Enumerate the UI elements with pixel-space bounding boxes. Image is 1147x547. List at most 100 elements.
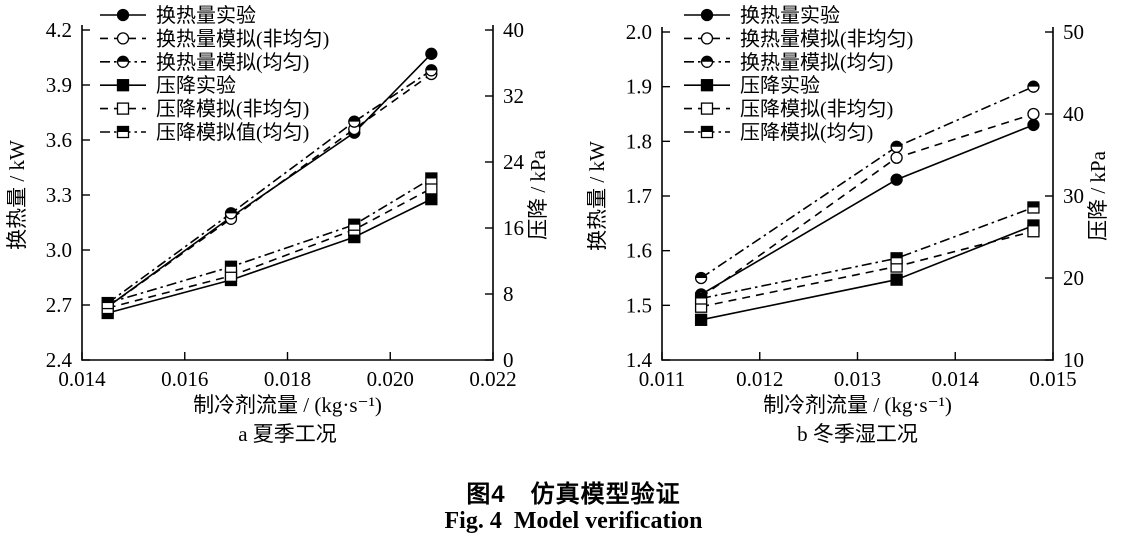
y-tick-label-right: 24 [503,150,525,174]
legend-label: 换热量实验 [156,4,256,27]
series-markers-heat-experiment [101,47,438,313]
legend-marker-circle-half-half-fill [701,56,713,62]
dp-sim-uniform-marker-half-fill [891,252,903,259]
y-axis-title-left: 换热量 / kW [5,140,29,250]
y-axis-title-right: 压降 / kPa [526,149,550,240]
legend-label: 换热量模拟(均匀) [156,51,309,74]
legend-label: 压降实验 [740,74,820,97]
legend-marker-square-half-half-fill [117,126,129,132]
y-tick-label-left: 2.4 [46,348,73,372]
legend-label: 压降模拟(非均匀) [740,98,893,121]
legend-label: 换热量模拟(非均匀) [740,27,913,50]
dp-sim-uniform-marker-half-fill [225,261,237,267]
chart-winter-wet-condition: 0.011 0.012 0.013 0.014 0.015 1.4 1.5 1.6 1.7 1.8… [585,0,1147,465]
y-tick-label-left: 1.5 [626,293,652,317]
y-tick-label-right: 40 [503,18,524,42]
x-tick-label: 0.022 [469,367,516,391]
legend-marker-square-half-half-fill [701,126,713,132]
x-tick-label: 0.014 [58,367,106,391]
y-tick-label-left: 1.6 [626,239,652,263]
legend-item-dp-sim-nonuniform: 压降模拟(非均匀) [684,98,893,121]
dp-sim-uniform-marker-half-fill [102,297,114,304]
x-tick-label: 0.014 [932,367,980,391]
heat-experiment-marker [1027,118,1040,132]
series-line-dp-sim-uniform [700,206,1034,300]
legend-label: 换热量实验 [740,4,840,27]
figure-caption-en: Fig. 4 Model verification [444,508,703,534]
series-line-heat-sim-nonuniform [107,73,432,308]
chart-svg-a: 0.014 0.016 0.018 0.020 0.022 2.4 2.7 3.0 3.3 3.6… [5,4,550,446]
x-tick-label: 0.013 [834,367,881,391]
y-tick-label-left: 1.7 [626,184,652,208]
series-markers-dp-sim-nonuniform [694,225,1040,313]
x-tick-label: 0.011 [639,367,685,391]
heat-sim-uniform-marker-half-fill [348,116,360,122]
legend-marker-circle-filled [700,8,714,22]
y-tick-label-left: 3.9 [46,73,72,97]
x-axis-ticks: 0.014 0.016 0.018 0.020 0.022 [58,352,517,391]
dp-experiment-marker [694,313,708,326]
y-axis-left-ticks: 2.4 2.7 3.0 3.3 3.6 3.9 4.2 [46,18,90,372]
y-axis-title-left: 换热量 / kW [587,141,609,251]
x-tick-label: 0.015 [1029,367,1076,391]
heat-sim-nonuniform-marker [1027,107,1040,121]
y-axis-right-ticks: 10 20 30 40 50 [1045,20,1084,372]
legend-label: 压降模拟值(均匀) [156,121,309,144]
heat-experiment-marker [425,47,438,60]
legend-marker-circle-open [116,32,130,45]
series-line-heat-experiment [700,124,1034,296]
legend-label: 压降模拟(均匀) [740,121,873,144]
series-markers-dp-sim-uniform [101,172,438,310]
legend: 换热量实验换热量模拟(非均匀)换热量模拟(均匀)压降实验压降模拟(非均匀)压降模… [684,4,913,144]
chart-summer-condition: 0.014 0.016 0.018 0.020 0.022 2.4 2.7 3.0 3.3 3.6… [0,0,560,465]
series-markers-heat-sim-uniform [694,80,1040,285]
y-tick-label-right: 40 [1063,102,1084,126]
legend: 换热量实验换热量模拟(非均匀)换热量模拟(均匀)压降实验压降模拟(非均匀)压降模… [100,4,329,144]
y-tick-label-right: 8 [503,282,514,306]
y-tick-label-right: 20 [1063,266,1084,290]
legend-label: 换热量模拟(非均匀) [156,27,329,50]
legend-item-heat-experiment: 换热量实验 [684,4,840,27]
y-tick-label-left: 3.0 [46,238,72,262]
series-markers-dp-sim-nonuniform [101,182,438,315]
heat-sim-uniform-marker-half-fill [695,272,707,278]
legend-marker-square-filled [116,79,130,92]
heat-experiment-marker [890,173,903,186]
subplot-caption: a 夏季工况 [238,422,337,446]
legend-item-heat-experiment: 换热量实验 [100,4,256,27]
x-axis-ticks: 0.011 0.012 0.013 0.014 0.015 [639,352,1077,391]
legend-item-dp-sim-nonuniform: 压降模拟(非均匀) [100,98,309,121]
y-axis-title-right: 压降 / kPa [1086,150,1110,241]
dp-sim-uniform-marker-half-fill [348,219,360,225]
subplot-caption: b 冬季湿工况 [797,422,918,446]
y-tick-label-left: 2.7 [46,293,72,317]
legend-item-heat-sim-uniform: 换热量模拟(均匀) [684,51,893,74]
y-tick-label-right: 30 [1063,184,1084,208]
heat-sim-uniform-marker-half-fill [891,141,903,147]
x-axis-title: 制冷剂流量 / (kg·s⁻¹) [763,393,952,417]
heat-sim-uniform-marker-half-fill [225,207,237,214]
y-tick-label-left: 2.0 [626,20,652,44]
y-tick-label-left: 4.2 [46,18,72,42]
legend-item-dp-experiment: 压降实验 [684,74,820,97]
y-tick-label-right: 0 [503,348,514,372]
legend-marker-circle-filled [116,8,130,22]
heat-sim-nonuniform-marker [890,151,903,164]
legend-marker-circle-half-half-fill [117,56,129,62]
y-tick-label-left: 1.4 [626,348,653,372]
legend-marker-square-filled [700,79,714,92]
x-tick-label: 0.012 [736,367,783,391]
legend-item-dp-sim-uniform: 压降模拟(均匀) [684,121,873,144]
y-tick-label-right: 10 [1063,348,1084,372]
dp-sim-uniform-marker-half-fill [695,293,707,299]
dp-experiment-marker [890,273,903,286]
dp-sim-nonuniform-marker [1027,225,1040,238]
legend-item-heat-sim-nonuniform: 换热量模拟(非均匀) [684,27,913,50]
legend-label: 压降模拟(非均匀) [156,98,309,121]
y-tick-label-left: 3.6 [46,128,72,152]
y-tick-label-right: 32 [503,84,524,108]
legend-item-dp-sim-uniform: 压降模拟值(均匀) [100,121,309,144]
y-tick-label-right: 16 [503,216,524,240]
legend-item-heat-sim-nonuniform: 换热量模拟(非均匀) [100,27,329,50]
